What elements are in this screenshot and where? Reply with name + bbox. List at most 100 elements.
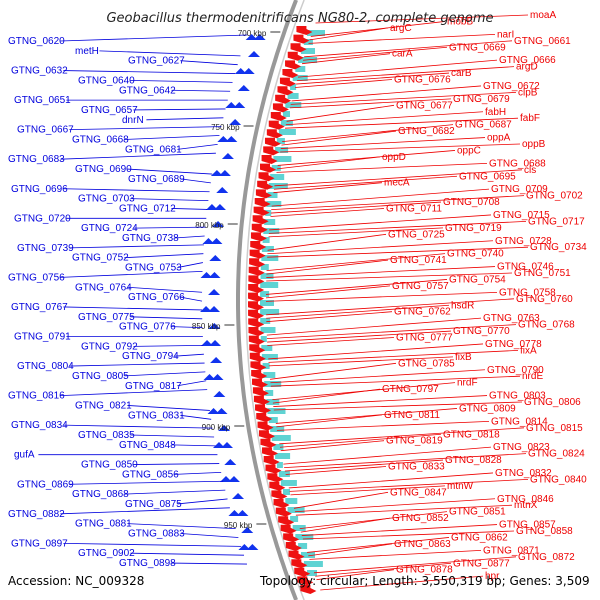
left-gene-label: GTNG_0632: [11, 66, 68, 77]
left-gene-label: GTNG_0657: [81, 105, 138, 116]
right-gene-label: GTNG_0768: [518, 320, 575, 331]
right-gene-label: GTNG_0715: [493, 210, 550, 221]
reverse-gene-arrow: [237, 85, 250, 91]
reverse-gene-arrow: [200, 272, 213, 278]
right-leader-line: [265, 285, 391, 299]
right-leader-line: [273, 182, 383, 194]
right-leader-line: [270, 208, 385, 217]
left-leader-line: [60, 271, 203, 278]
right-leader-line: [273, 395, 488, 407]
right-leader-line: [279, 427, 525, 445]
feature-band: [260, 264, 269, 270]
topology-text: Topology: circular; Length: 3,550,319 bp…: [259, 574, 590, 588]
right-gene-label: cls: [524, 165, 536, 176]
left-leader-line: [174, 235, 205, 239]
right-leader-line: [267, 240, 494, 255]
right-gene-label: GTNG_0746: [497, 262, 554, 273]
right-leader-line: [269, 214, 492, 231]
right-leader-line: [285, 466, 387, 475]
reverse-gene-arrow: [217, 136, 230, 142]
left-gene-label: GTNG_0883: [128, 529, 185, 540]
left-gene-label: GTNG_0651: [14, 95, 71, 106]
left-leader-line: [177, 498, 228, 505]
right-gene-label: GTNG_0711: [386, 204, 442, 215]
right-leader-line: [315, 562, 452, 577]
forward-gene-arrow: [251, 370, 268, 379]
reverse-gene-arrow: [229, 119, 242, 125]
right-gene-label: GTNG_0878: [396, 565, 453, 576]
reverse-gene-arrow: [213, 442, 226, 448]
feature-band: [262, 237, 270, 243]
right-leader-line: [310, 21, 446, 37]
right-leader-line: [298, 59, 498, 78]
accession-text: Accession: NC_009328: [8, 574, 144, 588]
right-gene-label: argD: [516, 62, 538, 73]
right-gene-label: oppC: [457, 145, 481, 156]
left-leader-line: [133, 344, 204, 347]
left-gene-label: GTNG_0667: [17, 125, 74, 136]
left-gene-label: GTNG_0720: [14, 213, 71, 224]
forward-gene-arrow: [261, 155, 278, 164]
right-gene-label: GTNG_0687: [455, 120, 512, 131]
feature-band: [292, 75, 308, 81]
forward-gene-arrow: [263, 456, 280, 465]
forward-gene-arrow: [260, 163, 277, 173]
right-leader-line: [276, 162, 488, 173]
forward-gene-arrow: [290, 43, 307, 53]
right-leader-line: [267, 246, 529, 258]
right-gene-label: GTNG_0666: [499, 55, 556, 66]
right-gene-label: GTNG_0709: [491, 184, 548, 195]
left-leader-line: [180, 533, 239, 538]
right-leader-line: [288, 472, 494, 489]
left-gene-label: GTNG_0775: [78, 312, 135, 323]
right-gene-label: GTNG_0823: [493, 442, 550, 453]
forward-gene-arrow: [294, 567, 311, 577]
left-leader-line: [60, 152, 216, 160]
feature-band: [280, 120, 293, 126]
feature-band: [263, 228, 280, 234]
left-leader-line: [130, 80, 233, 83]
feature-band: [273, 156, 292, 162]
left-gene-label: dnrN: [122, 115, 144, 126]
right-leader-line: [266, 317, 482, 336]
forward-gene-arrow: [248, 284, 265, 293]
forward-gene-arrow: [248, 318, 265, 328]
forward-gene-arrow: [248, 266, 265, 276]
right-leader-line: [265, 291, 498, 302]
left-leader-line: [180, 296, 203, 302]
reverse-gene-arrow: [216, 187, 229, 193]
genome-backbone-arc: [236, 0, 298, 600]
forward-gene-arrow: [265, 464, 282, 474]
right-leader-line: [271, 188, 490, 207]
left-gene-label: GTNG_0816: [8, 391, 65, 402]
left-gene-label: GTNG_0767: [11, 302, 68, 313]
right-gene-label: GTNG_0877: [453, 558, 510, 569]
left-leader-line: [60, 34, 248, 42]
left-gene-label: GTNG_0792: [81, 341, 138, 352]
right-leader-line: [279, 433, 442, 448]
right-gene-label: GTNG_0840: [530, 474, 587, 485]
left-leader-line: [69, 126, 222, 131]
forward-gene-arrow: [285, 542, 302, 551]
right-leader-line: [277, 150, 456, 166]
right-leader-line: [304, 40, 513, 58]
reverse-gene-arrow: [210, 238, 223, 244]
reverse-gene-arrow: [246, 544, 259, 550]
left-leader-line: [63, 306, 203, 311]
right-leader-line: [308, 543, 393, 557]
right-gene-label: fabH: [485, 107, 506, 118]
reverse-gene-arrow: [210, 357, 223, 363]
right-gene-label: GTNG_0819: [386, 436, 443, 447]
right-leader-line: [266, 298, 515, 316]
left-gene-label: GTNG_0898: [119, 558, 176, 569]
forward-gene-arrow: [275, 507, 292, 517]
right-gene-label: GTNG_0803: [489, 391, 546, 402]
right-gene-label: GTNG_0824: [528, 449, 585, 460]
right-gene-label: moaA: [530, 10, 556, 21]
forward-gene-arrow: [255, 404, 272, 414]
right-gene-label: mtnW: [447, 481, 474, 492]
reverse-gene-arrow: [218, 170, 231, 176]
right-leader-line: [268, 343, 484, 360]
forward-gene-arrow: [258, 430, 275, 440]
forward-gene-arrow: [270, 112, 287, 121]
